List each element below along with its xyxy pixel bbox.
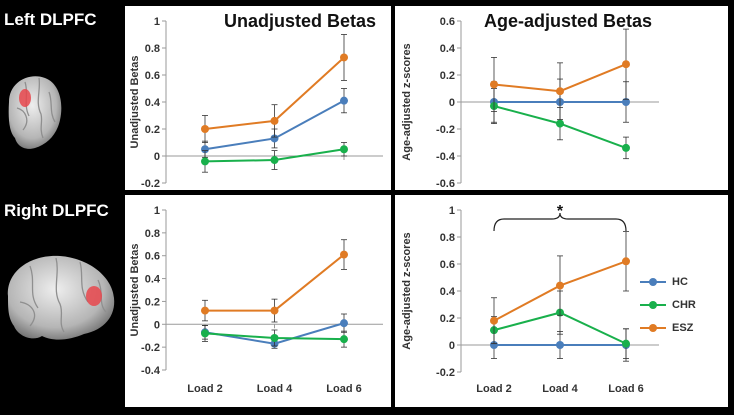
c3-ytick-label: 0.6 <box>145 251 160 263</box>
c3-xtick-label: Load 6 <box>326 383 361 395</box>
c4-ylabel: Age-adjusted z-scores <box>401 232 413 349</box>
c3-ylabel: Unadjusted Betas <box>129 244 141 337</box>
c2-ytick-label: 0.2 <box>440 70 455 82</box>
legend: HC CHR ESZ <box>640 270 720 339</box>
c1-ylabel: Unadjusted Betas <box>129 56 141 149</box>
legend-item-hc: HC <box>640 270 720 293</box>
c3-chr-point <box>340 335 348 344</box>
top-right-panel <box>395 6 728 190</box>
c2-ytick-label: -0.6 <box>436 178 455 190</box>
c1-chr-point <box>201 157 209 166</box>
c1-ytick-label: 0.8 <box>145 43 160 55</box>
c4-hc-point <box>490 341 498 349</box>
legend-label-esz: ESZ <box>672 321 694 334</box>
c4-significance-star: * <box>557 203 564 220</box>
c4-ytick-label: 0.4 <box>440 286 456 298</box>
c4-chr-point <box>622 339 630 348</box>
c1-ytick-label: 0.4 <box>145 97 161 109</box>
c1-ytick-label: -0.2 <box>141 178 160 190</box>
left-dlpfc-activation <box>19 89 31 107</box>
c1-ytick-label: 0.2 <box>145 124 160 136</box>
c4-esz-point <box>622 257 630 266</box>
right-dlpfc-activation <box>86 286 102 306</box>
c2-ytick-label: 0 <box>449 97 455 109</box>
c1-esz-point <box>270 116 279 125</box>
right-dlpfc-label: Right DLPFC <box>4 201 109 220</box>
c1-ytick-label: 0 <box>154 151 160 163</box>
c2-ytick-label: -0.4 <box>436 151 456 163</box>
legend-label-hc: HC <box>672 275 688 288</box>
c1-ytick-label: 1 <box>154 16 160 28</box>
c3-ytick-label: 1 <box>154 205 160 217</box>
bottom-right-panel <box>395 195 728 407</box>
c4-ytick-label: 0.6 <box>440 259 455 271</box>
c3-esz-point <box>340 250 348 259</box>
c2-ylabel: Age-adjusted z-scores <box>401 43 413 160</box>
c2-esz-point <box>622 60 630 69</box>
c3-chr-point <box>201 329 209 338</box>
c1-ytick-label: 0.6 <box>145 70 160 82</box>
c3-ytick-label: -0.4 <box>141 365 161 377</box>
c3-xtick-label: Load 2 <box>187 383 222 395</box>
c2-chr-point <box>622 143 630 152</box>
c2-ytick-label: 0.4 <box>440 43 456 55</box>
c4-hc-point <box>556 341 564 349</box>
c4-significance-bracket <box>493 212 627 232</box>
c1-hc-point <box>201 145 209 154</box>
c1-chr-point <box>270 156 279 165</box>
c3-hc-point <box>340 319 348 328</box>
bottom-left-panel <box>125 195 391 407</box>
c4-ytick-label: 0 <box>449 340 455 352</box>
c1-hc-point <box>340 96 348 105</box>
c4-ytick-label: -0.2 <box>436 367 455 379</box>
left-dlpfc-label: Left DLPFC <box>4 10 97 29</box>
c3-ytick-label: -0.2 <box>141 342 160 354</box>
c1-hc-point <box>270 134 279 143</box>
c2-chr-point <box>556 119 564 128</box>
c3-ytick-label: 0.4 <box>145 274 161 286</box>
c2-ytick-label: 0.6 <box>440 16 455 28</box>
c3-esz-point <box>201 306 209 315</box>
c4-ytick-label: 0.2 <box>440 313 455 325</box>
c2-hc-point <box>622 98 630 106</box>
legend-item-chr: CHR <box>640 293 720 316</box>
c3-ytick-label: 0.2 <box>145 296 160 308</box>
c2-ytick-label: -0.2 <box>436 124 455 136</box>
c4-ytick-label: 0.8 <box>440 232 455 244</box>
c4-xtick-label: Load 4 <box>542 383 578 395</box>
c3-ytick-label: 0 <box>154 319 160 331</box>
c4-xtick-label: Load 2 <box>476 383 511 395</box>
legend-swatch-hc <box>640 276 666 288</box>
c4-ytick-label: 1 <box>449 205 455 217</box>
left-brain-image <box>8 76 62 149</box>
right-brain-image <box>7 255 115 340</box>
c1-esz-point <box>340 53 348 62</box>
legend-item-esz: ESZ <box>640 316 720 339</box>
c3-xtick-label: Load 4 <box>257 383 293 395</box>
legend-swatch-chr <box>640 299 666 311</box>
c4-esz-point <box>556 281 564 290</box>
c4-esz-point <box>490 316 498 325</box>
c2-title: Age-adjusted Betas <box>484 11 652 31</box>
c3-chr-point <box>270 334 279 342</box>
c3-ytick-label: 0.8 <box>145 228 160 240</box>
c1-esz-point <box>201 125 209 133</box>
legend-swatch-esz <box>640 322 666 334</box>
c4-xtick-label: Load 6 <box>608 383 643 395</box>
c2-esz-point <box>490 80 498 89</box>
c3-esz-point <box>270 306 279 315</box>
legend-label-chr: CHR <box>672 298 696 311</box>
c1-chr-point <box>340 145 348 154</box>
c1-title: Unadjusted Betas <box>224 11 376 31</box>
c2-esz-point <box>556 87 564 96</box>
